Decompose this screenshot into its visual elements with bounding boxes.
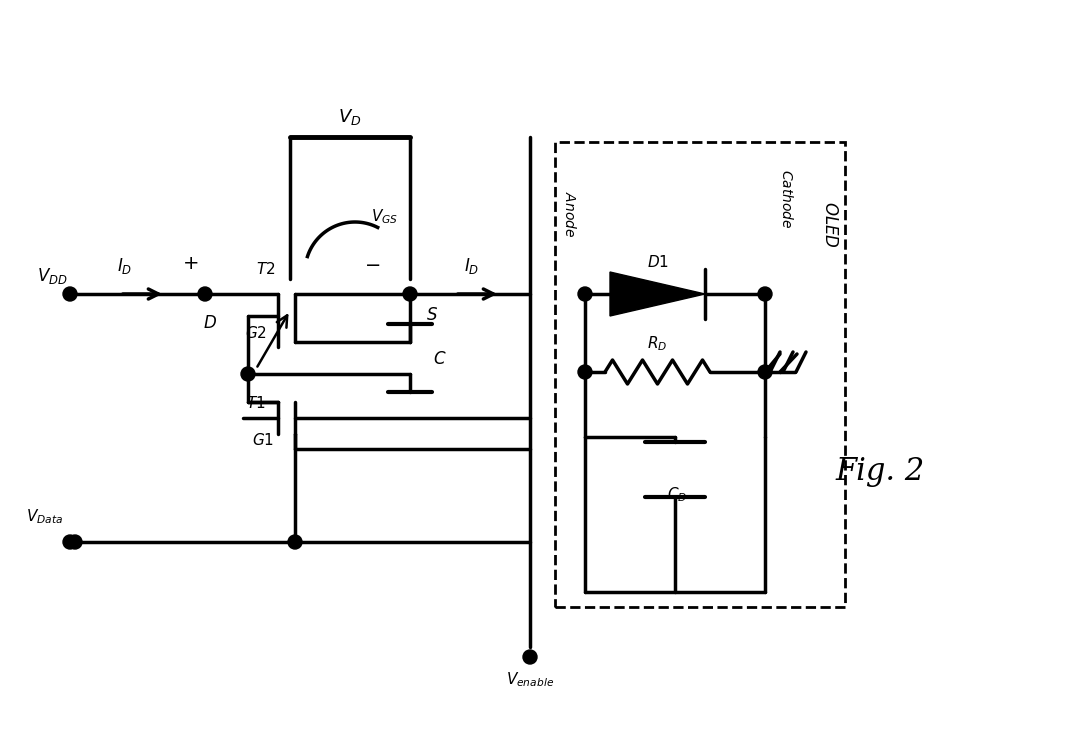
- Text: $V_D$: $V_D$: [338, 107, 361, 127]
- Text: $V_{Data}$: $V_{Data}$: [26, 508, 63, 526]
- Text: $V_{GS}$: $V_{GS}$: [371, 208, 398, 226]
- Text: $I_D$: $I_D$: [465, 256, 480, 276]
- Text: $G2$: $G2$: [245, 326, 267, 341]
- Circle shape: [758, 365, 772, 379]
- Text: $R_D$: $R_D$: [647, 335, 668, 353]
- Circle shape: [63, 287, 77, 301]
- Circle shape: [288, 535, 302, 549]
- Circle shape: [578, 365, 592, 379]
- Circle shape: [523, 650, 537, 664]
- Text: $D$: $D$: [203, 316, 217, 332]
- Text: $I_D$: $I_D$: [118, 256, 133, 276]
- Text: $V_{DD}$: $V_{DD}$: [37, 266, 67, 286]
- Circle shape: [758, 287, 772, 301]
- Circle shape: [578, 287, 592, 301]
- Text: Fig. 2: Fig. 2: [836, 456, 925, 487]
- Text: $C$: $C$: [433, 351, 447, 368]
- Circle shape: [198, 287, 212, 301]
- Text: $+$: $+$: [182, 255, 198, 273]
- Text: $Cathode$: $Cathode$: [779, 169, 794, 229]
- Text: $T1$: $T1$: [246, 395, 265, 411]
- Circle shape: [242, 367, 255, 381]
- Text: $V_{enable}$: $V_{enable}$: [506, 671, 554, 690]
- Text: $S$: $S$: [426, 308, 438, 325]
- Text: $T2$: $T2$: [257, 261, 275, 277]
- Circle shape: [403, 287, 417, 301]
- Circle shape: [63, 535, 77, 549]
- Text: $G1$: $G1$: [252, 432, 274, 448]
- Text: $Anode$: $Anode$: [562, 191, 578, 237]
- Text: $OLED$: $OLED$: [821, 201, 839, 248]
- Circle shape: [67, 535, 82, 549]
- Text: $C_D$: $C_D$: [667, 485, 688, 504]
- Polygon shape: [610, 272, 705, 316]
- Text: $D1$: $D1$: [646, 254, 668, 270]
- Text: $-$: $-$: [363, 255, 380, 273]
